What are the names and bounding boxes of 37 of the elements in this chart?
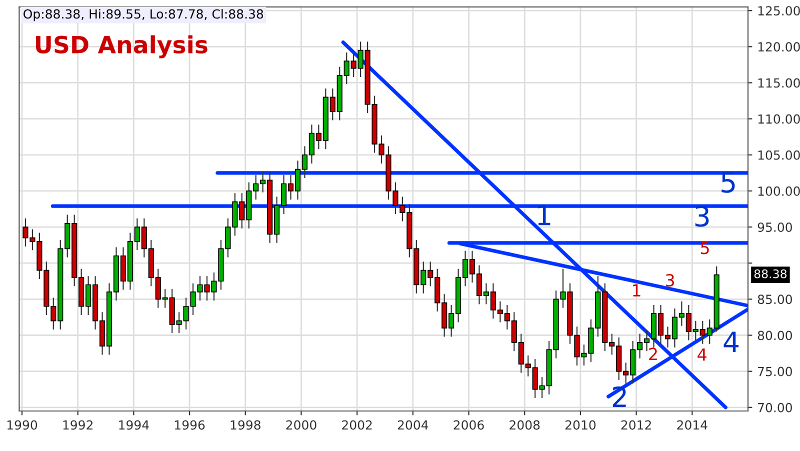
annotation: 4 bbox=[724, 332, 739, 352]
annotation: Op:88.38, Hi:89.55, Lo:87.78, Cl:88.38 bbox=[24, 9, 264, 22]
y-tick-label: 100.00 bbox=[758, 186, 800, 196]
y-tick-label: 85.00 bbox=[758, 294, 792, 304]
x-tick-label: 2014 bbox=[677, 420, 708, 430]
annotation: 5 bbox=[700, 242, 709, 254]
x-tick-label: 2006 bbox=[454, 420, 484, 430]
annotation: 5 bbox=[722, 172, 735, 193]
y-tick-label: 70.00 bbox=[758, 402, 792, 412]
x-tick-label: 1996 bbox=[175, 420, 205, 430]
y-tick-label: 120.00 bbox=[758, 42, 800, 52]
text: USD Analysis bbox=[36, 35, 208, 58]
y-tick-label: 125.00 bbox=[758, 6, 800, 16]
x-tick-label: 2000 bbox=[286, 420, 316, 430]
y-tick-label: 80.00 bbox=[758, 330, 792, 340]
annotation: 1 bbox=[633, 284, 640, 296]
annotation: 2 bbox=[612, 386, 626, 407]
x-tick-label: 1998 bbox=[230, 420, 260, 430]
x-tick-label: 2012 bbox=[621, 420, 651, 430]
x-tick-label: 2010 bbox=[565, 420, 596, 430]
y-tick-label: 110.00 bbox=[758, 114, 800, 124]
text: 88.38 bbox=[754, 269, 787, 278]
annotation: 3 bbox=[666, 274, 674, 287]
annotation: 3 bbox=[695, 206, 709, 227]
x-tick-label: 2004 bbox=[398, 420, 428, 430]
annotation: 2 bbox=[649, 348, 657, 360]
x-tick-label: 2002 bbox=[342, 420, 372, 430]
x-tick-label: 1992 bbox=[63, 420, 92, 430]
x-tick-label: 2008 bbox=[510, 420, 540, 430]
y-tick-label: 95.00 bbox=[758, 222, 792, 232]
y-tick-label: 105.00 bbox=[758, 150, 800, 160]
y-tick-label: 115.00 bbox=[758, 78, 800, 88]
annotation: 1 bbox=[538, 204, 550, 226]
annotation: 4 bbox=[698, 348, 706, 361]
x-tick-label: 1994 bbox=[119, 420, 149, 430]
y-tick-label: 75.00 bbox=[758, 366, 792, 376]
x-tick-label: 1990 bbox=[7, 420, 38, 430]
